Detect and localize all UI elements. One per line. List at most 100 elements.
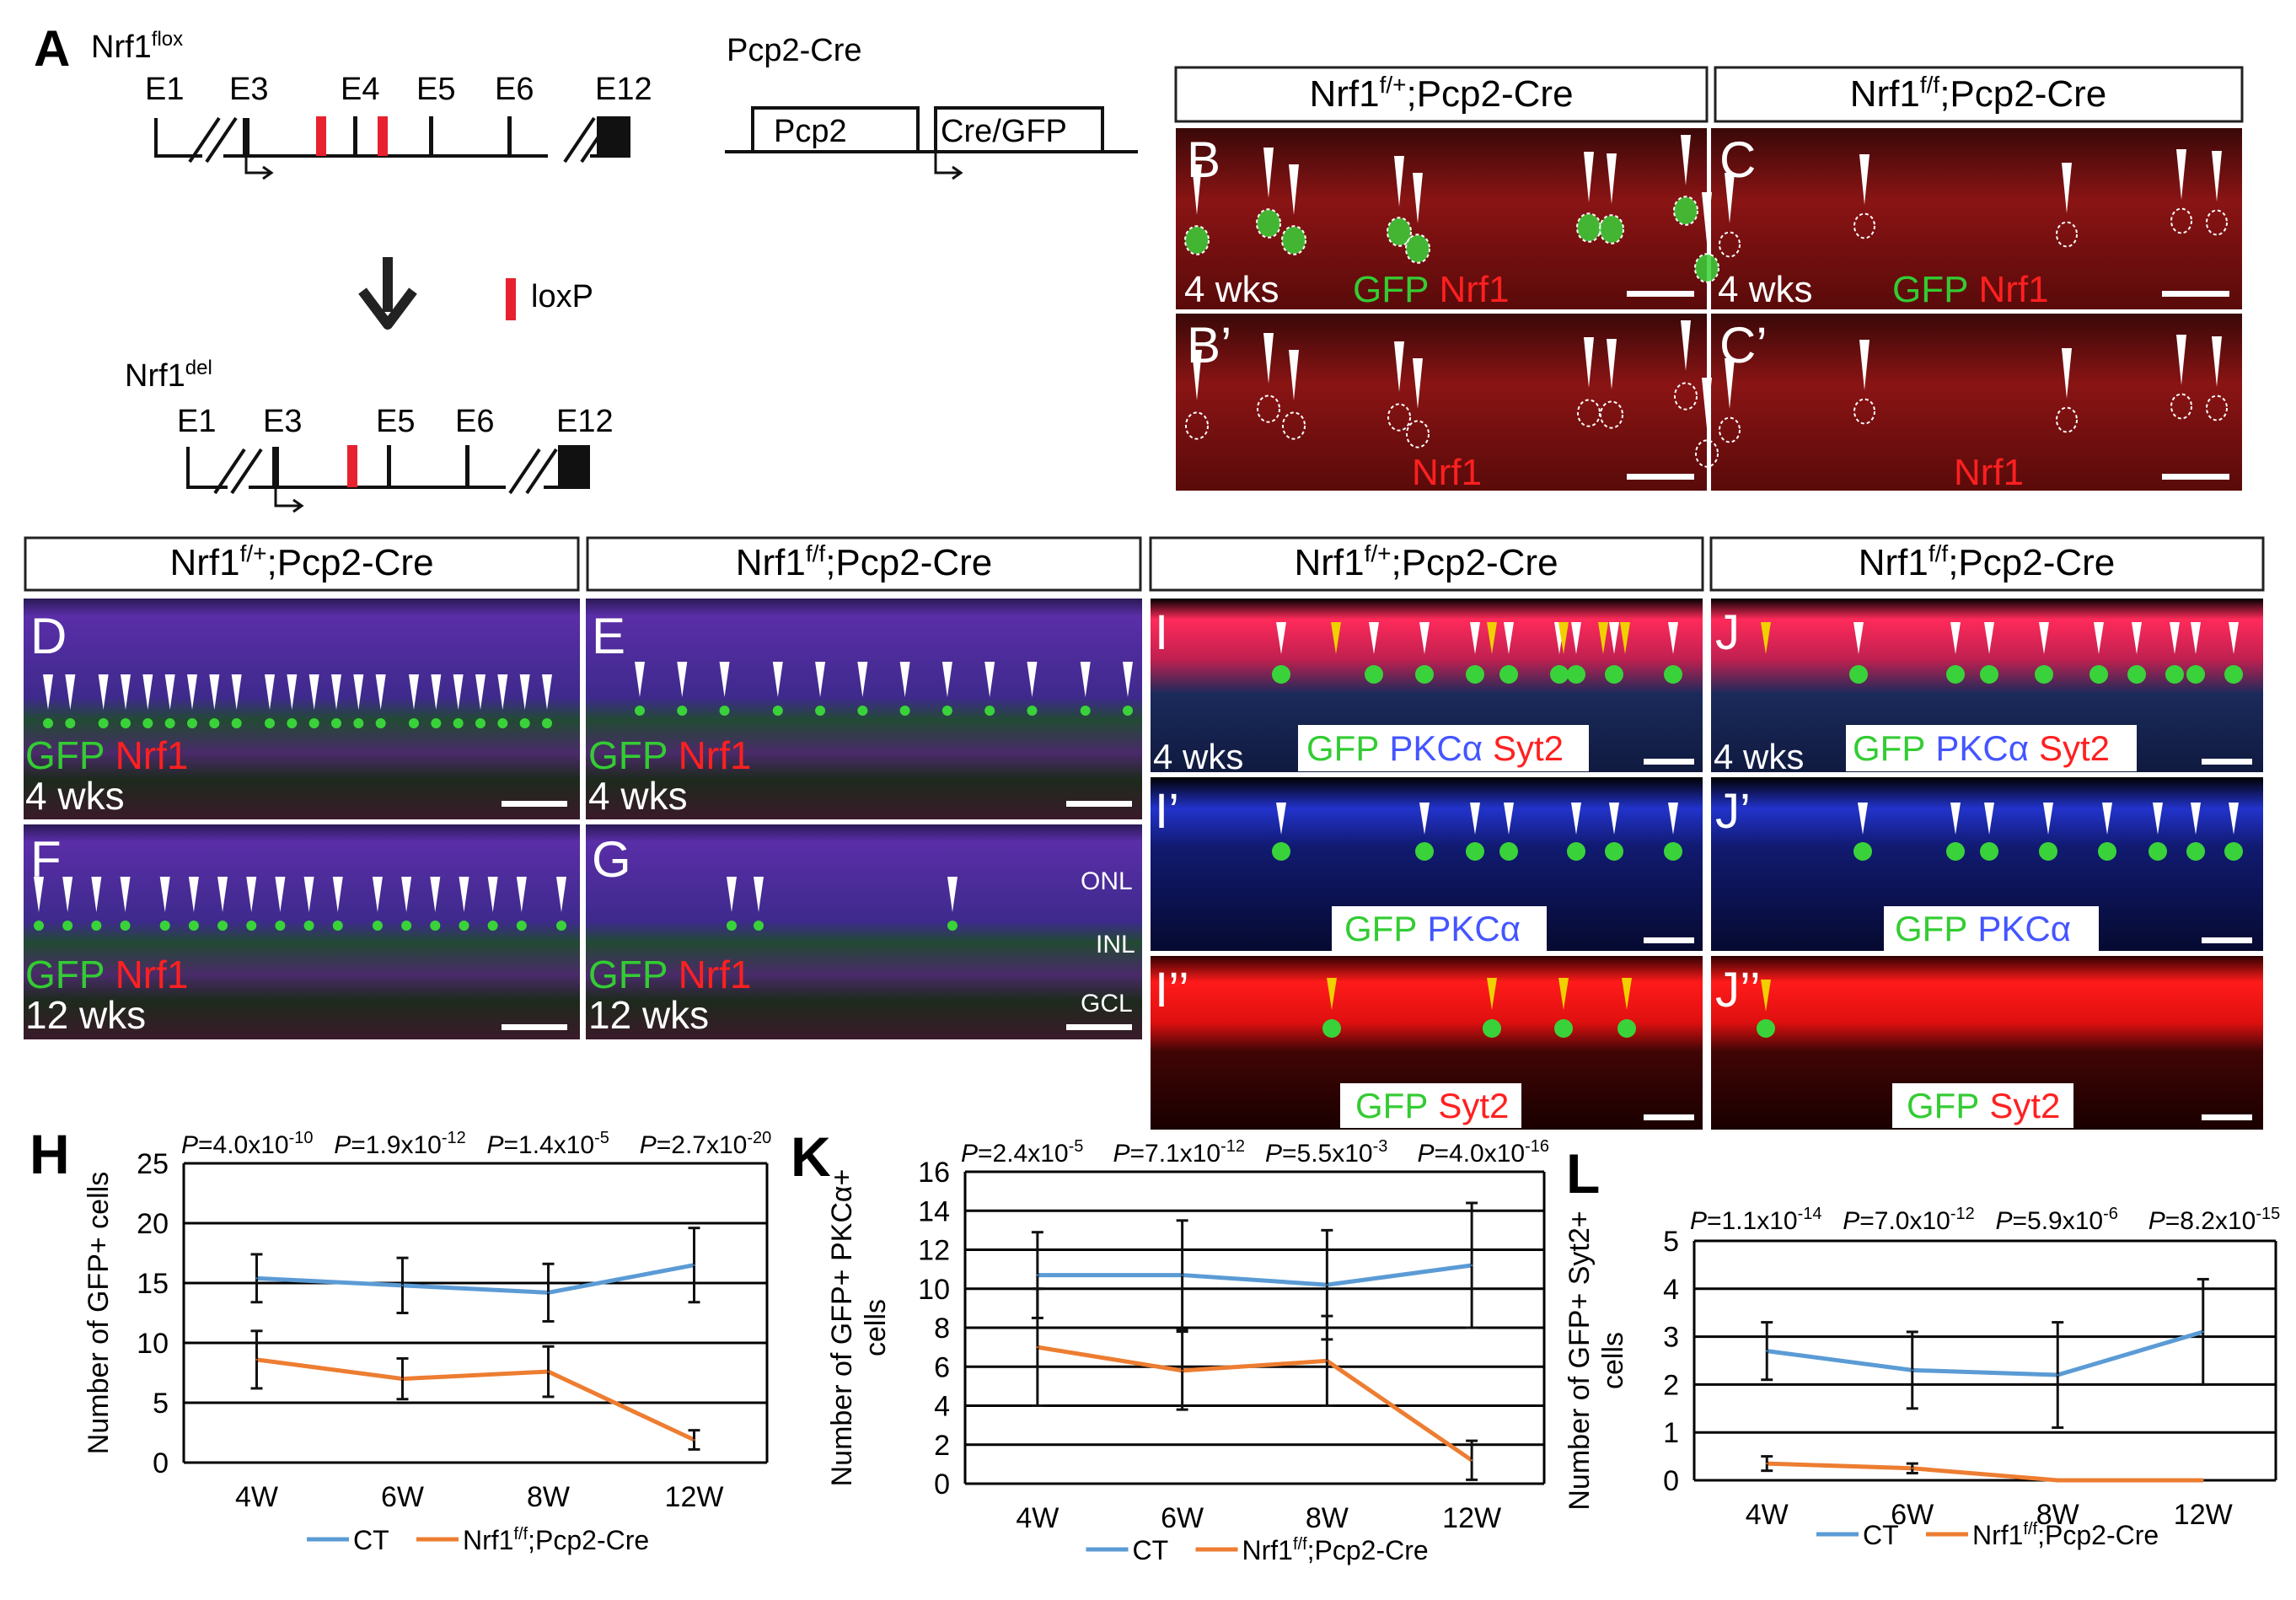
arrowhead-marker xyxy=(1558,622,1569,654)
gfp-cell xyxy=(159,921,170,931)
x-tick-label: 12W xyxy=(2174,1499,2233,1531)
data-point xyxy=(1911,1369,1913,1372)
y-axis-label: Number of GFP+ Syt2+cells xyxy=(1564,1211,1629,1510)
cell-outline xyxy=(1853,398,1875,425)
panel-letter-i-prime: I’ xyxy=(1155,784,1179,839)
arrowhead-marker xyxy=(2170,622,2180,654)
legend-box xyxy=(1846,725,2137,771)
arrowhead-marker xyxy=(2094,622,2104,654)
arrowhead-marker xyxy=(2191,803,2201,835)
gfp-cell xyxy=(487,921,498,931)
arrowhead-marker xyxy=(1192,164,1202,215)
panel-letter-k: K xyxy=(791,1125,831,1188)
gfp-cell xyxy=(353,718,364,728)
line-chart-h: 0 5 10 15 20 25 4W 6W 8W 12W Number of GFP+ cells P… xyxy=(83,1129,771,1555)
p-value-label: P=1.1x10-14 xyxy=(1690,1205,1822,1235)
arrowhead-marker xyxy=(91,877,102,912)
gfp-cell xyxy=(1387,217,1411,246)
arrowhead-marker xyxy=(1027,662,1038,697)
arrowhead-marker xyxy=(459,877,469,912)
channel-legend: GFP PKCα Syt2 xyxy=(1853,728,2110,768)
arrowhead-marker xyxy=(719,662,730,697)
data-point xyxy=(401,1377,404,1380)
data-point xyxy=(2202,1479,2204,1481)
gfp-cell xyxy=(1322,1019,1341,1038)
gfp-cell xyxy=(1946,665,1965,684)
arrowhead-marker xyxy=(188,877,199,912)
gfp-cell xyxy=(635,706,645,716)
arrowhead-marker xyxy=(2153,803,2163,835)
arrowhead-marker xyxy=(1289,350,1299,400)
del-exon-label: E3 xyxy=(263,404,302,439)
arrowhead-marker xyxy=(401,877,412,912)
channel-legend: GFP Nrf1 xyxy=(25,733,188,777)
arrowhead-marker xyxy=(1487,978,1497,1010)
x-tick-label: 8W xyxy=(2036,1499,2079,1531)
arrowhead-marker xyxy=(497,674,508,710)
arrowhead-marker xyxy=(65,674,76,710)
cell-outline xyxy=(1184,225,1210,255)
gfp-cell xyxy=(497,718,508,728)
arrowhead-marker xyxy=(1571,622,1581,654)
arrowhead-marker xyxy=(754,877,764,912)
arrowhead-marker xyxy=(1607,339,1617,389)
arrowhead-marker xyxy=(1470,803,1480,835)
flox-exon-label: E12 xyxy=(595,72,652,107)
transgene-title: Pcp2-Cre xyxy=(727,33,862,68)
panel-letter-b: B xyxy=(1187,132,1220,188)
arrowhead-marker xyxy=(2191,622,2201,654)
data-point xyxy=(2057,1479,2059,1481)
gfp-cell xyxy=(1027,706,1038,716)
channel-legend: GFP Syt2 xyxy=(1907,1086,2060,1125)
arrowhead-marker xyxy=(2212,151,2222,201)
cell-outline xyxy=(1281,225,1306,255)
gfp-cell xyxy=(1257,209,1280,238)
data-point xyxy=(547,1371,550,1373)
arrowhead-marker xyxy=(1950,803,1961,835)
cell-outline xyxy=(1405,234,1430,264)
gfp-cell xyxy=(1664,665,1682,684)
micrograph-d xyxy=(24,599,580,819)
y-axis-label: Number of GFP+ PKCα+cells xyxy=(826,1169,892,1487)
gfp-cell xyxy=(1499,665,1518,684)
gfp-cell xyxy=(164,718,175,728)
gfp-cell xyxy=(375,718,386,728)
y-tick-label: 10 xyxy=(137,1328,169,1360)
panels-i-j: Nrf1f/+;Pcp2-Cre Nrf1f/f;Pcp2-Cre I I’ I… xyxy=(1149,536,2265,1130)
arrowhead-marker xyxy=(1950,622,1961,654)
arrowhead-marker xyxy=(2132,622,2142,654)
gfp-cell xyxy=(187,718,197,728)
arrowhead-marker xyxy=(1607,153,1617,204)
cell-outline xyxy=(2206,395,2228,421)
micrograph-b-prime xyxy=(1176,314,1707,491)
gfp-cell xyxy=(1185,226,1209,255)
arrowhead-marker xyxy=(1725,358,1735,409)
arrowhead-marker xyxy=(556,877,566,912)
gfp-cell xyxy=(475,718,485,728)
gfp-cell xyxy=(2186,842,2205,861)
pcp2-promoter-label: Pcp2 xyxy=(774,114,847,149)
age-label: 12 wks xyxy=(588,993,709,1037)
arrowhead-marker xyxy=(1504,803,1514,835)
micrograph-g xyxy=(586,824,1142,1039)
gfp-cell xyxy=(2224,842,2243,861)
arrowhead-marker xyxy=(2212,336,2222,387)
arrowhead-marker xyxy=(1331,622,1341,654)
genotype-header-het: Nrf1f/+;Pcp2-Cre xyxy=(1309,72,1573,115)
arrowhead-marker xyxy=(1984,803,1994,835)
gfp-cell xyxy=(754,921,764,931)
flox-exon-label: E5 xyxy=(416,72,455,107)
gfp-cell xyxy=(1695,254,1719,282)
arrowhead-marker xyxy=(1080,662,1091,697)
y-tick-label: 0 xyxy=(1663,1465,1679,1497)
data-point xyxy=(1471,1264,1473,1266)
panel-letter-i: I xyxy=(1155,605,1168,660)
gfp-cell xyxy=(91,921,102,931)
arrowhead-marker xyxy=(677,662,688,697)
y-tick-label: 25 xyxy=(137,1148,169,1180)
arrowhead-marker xyxy=(287,674,298,710)
panel-letter-a: A xyxy=(34,20,70,77)
gfp-cell xyxy=(62,921,73,931)
gfp-cell xyxy=(265,718,275,728)
